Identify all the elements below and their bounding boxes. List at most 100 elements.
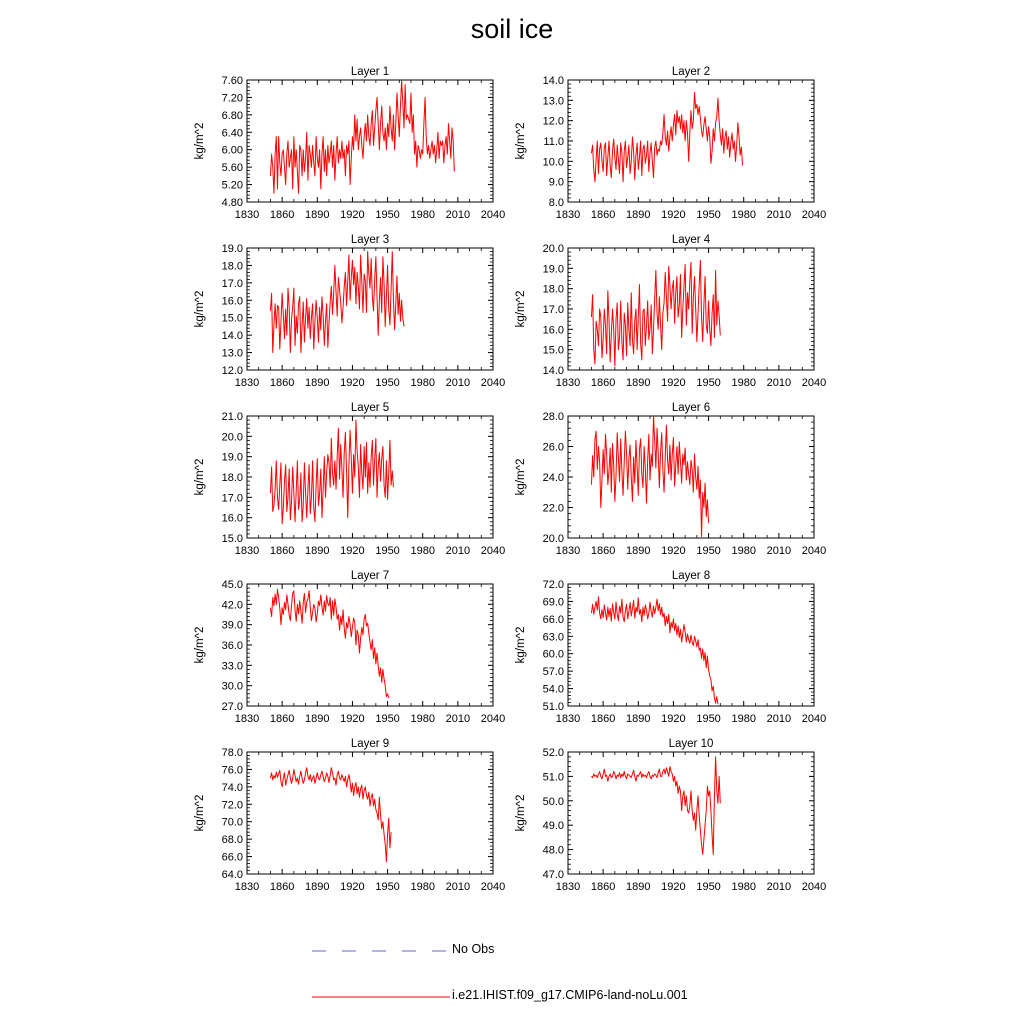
y-tick-label: 48.0 <box>543 845 564 857</box>
y-tick-label: 14.0 <box>222 330 243 342</box>
x-tick-label: 1890 <box>626 713 650 725</box>
x-tick-label: 1830 <box>235 377 259 389</box>
y-tick-label: 52.0 <box>543 747 564 759</box>
y-tick-label: 26.0 <box>543 442 564 454</box>
y-tick-label: 5.60 <box>222 162 243 174</box>
y-tick-label: 66.0 <box>222 852 243 864</box>
y-tick-label: 60.0 <box>543 649 564 661</box>
y-tick-label: 16.0 <box>222 295 243 307</box>
panel-title: Layer 6 <box>672 402 710 414</box>
x-tick-label: 1980 <box>731 881 755 893</box>
y-tick-label: 15.0 <box>222 533 243 545</box>
y-tick-label: 18.0 <box>222 260 243 272</box>
x-tick-label: 1830 <box>235 881 259 893</box>
series-line <box>269 250 405 354</box>
x-tick-label: 1950 <box>696 713 720 725</box>
y-axis-label: kg/m^2 <box>515 459 527 496</box>
x-tick-label: 1950 <box>375 881 399 893</box>
y-tick-label: 78.0 <box>222 747 243 759</box>
x-tick-label: 1860 <box>591 209 615 221</box>
y-tick-label: 45.0 <box>222 579 243 591</box>
x-tick-label: 1830 <box>556 545 580 557</box>
panel-title: Layer 4 <box>672 234 711 246</box>
y-tick-label: 22.0 <box>543 503 564 515</box>
x-tick-label: 1920 <box>661 881 685 893</box>
series-line <box>590 415 710 537</box>
plot-frame <box>246 415 494 539</box>
y-tick-label: 4.80 <box>222 197 243 209</box>
y-tick-label: 42.0 <box>222 599 243 611</box>
x-tick-label: 2040 <box>802 545 826 557</box>
x-tick-label: 2040 <box>802 881 826 893</box>
x-tick-label: 1920 <box>340 713 364 725</box>
y-tick-label: 36.0 <box>222 640 243 652</box>
y-tick-label: 64.0 <box>222 869 243 881</box>
y-tick-label: 20.0 <box>222 431 243 443</box>
y-tick-label: 39.0 <box>222 620 243 632</box>
x-tick-label: 1950 <box>696 377 720 389</box>
x-tick-label: 1890 <box>305 881 329 893</box>
x-tick-label: 1830 <box>235 545 259 557</box>
x-tick-label: 2040 <box>802 209 826 221</box>
x-tick-label: 2010 <box>446 881 470 893</box>
plot-frame <box>567 247 815 371</box>
y-tick-label: 7.20 <box>222 92 243 104</box>
panel-title: Layer 2 <box>672 66 710 78</box>
y-tick-label: 74.0 <box>222 782 243 794</box>
x-tick-label: 2010 <box>446 209 470 221</box>
x-tick-label: 1860 <box>591 881 615 893</box>
y-tick-label: 18.0 <box>543 284 564 296</box>
y-tick-label: 13.0 <box>222 348 243 360</box>
y-tick-label: 21.0 <box>222 411 243 423</box>
series-line <box>590 596 719 705</box>
y-tick-label: 57.0 <box>543 666 564 678</box>
y-tick-label: 11.0 <box>543 136 564 148</box>
x-tick-label: 1860 <box>270 713 294 725</box>
y-tick-label: 9.0 <box>549 177 564 189</box>
plot-frame <box>567 415 815 539</box>
x-tick-label: 1890 <box>626 209 650 221</box>
y-tick-label: 30.0 <box>222 681 243 693</box>
y-tick-label: 6.00 <box>222 145 243 157</box>
y-tick-label: 15.0 <box>222 313 243 325</box>
y-tick-label: 14.0 <box>543 365 564 377</box>
x-tick-label: 1890 <box>305 713 329 725</box>
chart-panel-1: Layer 1 kg/m^2 1830 1860 1890 1920 1950 1980 201… <box>194 66 505 221</box>
x-tick-label: 1950 <box>696 209 720 221</box>
x-tick-label: 1830 <box>556 377 580 389</box>
plot-frame <box>567 583 815 707</box>
y-tick-label: 15.0 <box>543 345 564 357</box>
panel-title: Layer 5 <box>351 402 389 414</box>
y-tick-label: 8.0 <box>549 197 564 209</box>
x-tick-label: 2040 <box>481 545 505 557</box>
y-axis-label: kg/m^2 <box>515 627 527 664</box>
x-tick-label: 1980 <box>731 209 755 221</box>
x-tick-label: 2010 <box>446 545 470 557</box>
x-tick-label: 1830 <box>235 209 259 221</box>
x-tick-label: 1920 <box>340 545 364 557</box>
x-tick-label: 1920 <box>340 377 364 389</box>
y-tick-label: 12.0 <box>543 116 564 128</box>
y-axis-label: kg/m^2 <box>194 795 206 832</box>
y-tick-label: 20.0 <box>543 243 564 255</box>
x-tick-label: 1980 <box>731 713 755 725</box>
legend-obs-label: No Obs <box>452 942 495 956</box>
chart-panel-8: Layer 8 kg/m^2 1830 1860 1890 1920 1950 1980 201… <box>515 570 826 725</box>
y-tick-label: 72.0 <box>543 579 564 591</box>
y-axis-label: kg/m^2 <box>194 291 206 328</box>
x-tick-label: 1920 <box>661 545 685 557</box>
y-axis-label: kg/m^2 <box>194 123 206 160</box>
x-tick-label: 1980 <box>731 545 755 557</box>
chart-panel-6: Layer 6 kg/m^2 1830 1860 1890 1920 1950 1980 201… <box>515 402 826 557</box>
y-tick-label: 69.0 <box>543 596 564 608</box>
x-tick-label: 1860 <box>270 881 294 893</box>
series-line <box>269 767 392 863</box>
y-tick-label: 28.0 <box>543 411 564 423</box>
x-tick-label: 1920 <box>661 209 685 221</box>
x-tick-label: 2010 <box>767 377 791 389</box>
chart-panel-10: Layer 10 kg/m^2 1830 1860 1890 1920 1950 1980 20… <box>515 738 826 893</box>
x-tick-label: 1950 <box>696 545 720 557</box>
x-tick-label: 1860 <box>591 377 615 389</box>
y-axis-label: kg/m^2 <box>194 459 206 496</box>
